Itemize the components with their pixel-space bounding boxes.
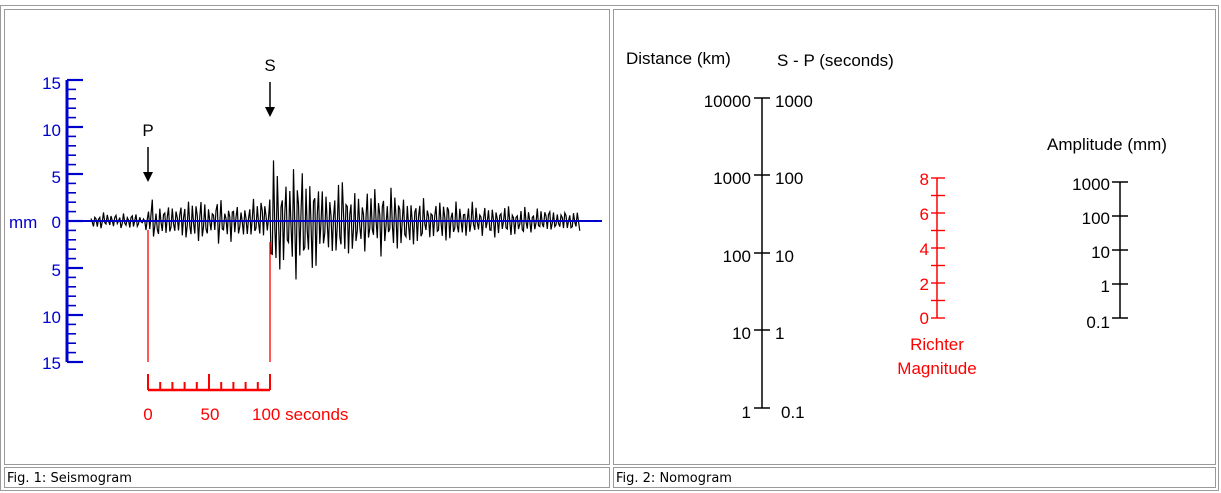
- y-label-up-2: 5: [52, 168, 61, 187]
- amplitude-axis: [65, 78, 83, 364]
- amplitude-label-1000: 1000: [1072, 175, 1110, 194]
- magnitude-label-4: 4: [920, 240, 929, 259]
- amplitude-title: Amplitude (mm): [1047, 135, 1167, 154]
- magnitude-label-0: 0: [920, 309, 929, 328]
- sp-label-100: 100: [775, 169, 803, 188]
- magnitude-label-8: 8: [920, 170, 929, 189]
- seismogram-caption: Fig. 1: Seismogram: [4, 467, 610, 488]
- distance-label-100: 100: [723, 247, 751, 266]
- magnitude-ticks: [931, 177, 945, 319]
- distance-label-10000: 10000: [704, 92, 751, 111]
- y-label-up-1: 10: [42, 121, 61, 140]
- distance-label-1000: 1000: [713, 169, 751, 188]
- time-label-50: 50: [201, 405, 220, 424]
- sp-label-10: 10: [775, 247, 794, 266]
- y-label-down-1: 10: [42, 308, 61, 327]
- sp-title: S - P (seconds): [777, 51, 894, 70]
- seismogram-panel: P S 0 50 100 seconds 15 10 5 mm 0 5 10 1…: [4, 9, 610, 465]
- y-unit-label: mm: [9, 213, 37, 232]
- nomogram-svg: Distance (km) S - P (seconds) 10000 1000…: [626, 49, 1167, 422]
- amplitude-ticks: [1112, 181, 1128, 319]
- time-label-100: 100 seconds: [252, 405, 348, 424]
- distance-title: Distance (km): [626, 49, 731, 68]
- magnitude-label-6: 6: [920, 205, 929, 224]
- figure-table: P S 0 50 100 seconds 15 10 5 mm 0 5 10 1…: [0, 5, 1219, 491]
- time-scale: [147, 374, 271, 392]
- seismic-trace: [90, 160, 581, 280]
- distance-label-1: 1: [742, 403, 751, 422]
- distance-ticks: [754, 97, 770, 409]
- amplitude-label-100: 100: [1082, 209, 1110, 228]
- sp-label-1: 1: [775, 324, 784, 343]
- p-arrow-icon: [143, 147, 153, 182]
- y-label-down-2: 15: [42, 354, 61, 373]
- nomogram-caption: Fig. 2: Nomogram: [613, 467, 1216, 488]
- seismogram-svg: P S 0 50 100 seconds 15 10 5 mm 0 5 10 1…: [9, 56, 602, 424]
- y-label-up-0: 15: [42, 74, 61, 93]
- s-arrow-icon: [265, 82, 275, 117]
- magnitude-title-2: Magnitude: [897, 359, 976, 378]
- magnitude-label-2: 2: [920, 275, 929, 294]
- distance-label-10: 10: [732, 324, 751, 343]
- amplitude-label-10: 10: [1091, 243, 1110, 262]
- time-label-0: 0: [143, 405, 152, 424]
- s-label: S: [264, 56, 275, 75]
- sp-label-0.1: 0.1: [781, 403, 805, 422]
- y-label-zero: 0: [52, 213, 61, 232]
- y-label-down-0: 5: [52, 261, 61, 280]
- sp-label-1000: 1000: [775, 92, 813, 111]
- amplitude-label-0.1: 0.1: [1086, 313, 1110, 332]
- amplitude-label-1: 1: [1101, 277, 1110, 296]
- p-label: P: [142, 121, 153, 140]
- nomogram-panel: Distance (km) S - P (seconds) 10000 1000…: [613, 9, 1216, 465]
- magnitude-title-1: Richter: [910, 335, 964, 354]
